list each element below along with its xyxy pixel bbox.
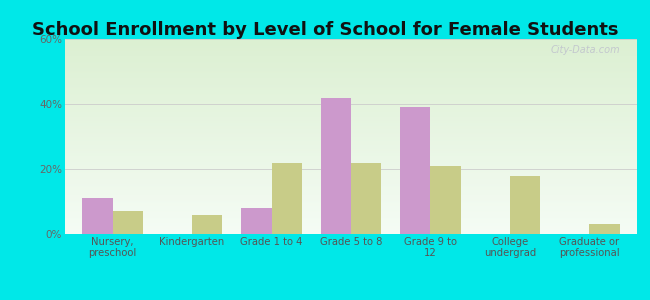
Bar (321, 98, 351, 234)
Text: School Enrollment by Level of School for Female Students: School Enrollment by Level of School for… (32, 21, 618, 39)
Bar (112, 211, 143, 234)
Text: City-Data.com: City-Data.com (550, 45, 620, 55)
Bar (590, 224, 619, 234)
Bar (83, 198, 112, 234)
Bar (192, 214, 222, 234)
Bar (241, 208, 272, 234)
Bar (430, 166, 461, 234)
Bar (351, 163, 381, 234)
Bar (510, 176, 540, 234)
Bar (400, 107, 430, 234)
Bar (272, 163, 302, 234)
